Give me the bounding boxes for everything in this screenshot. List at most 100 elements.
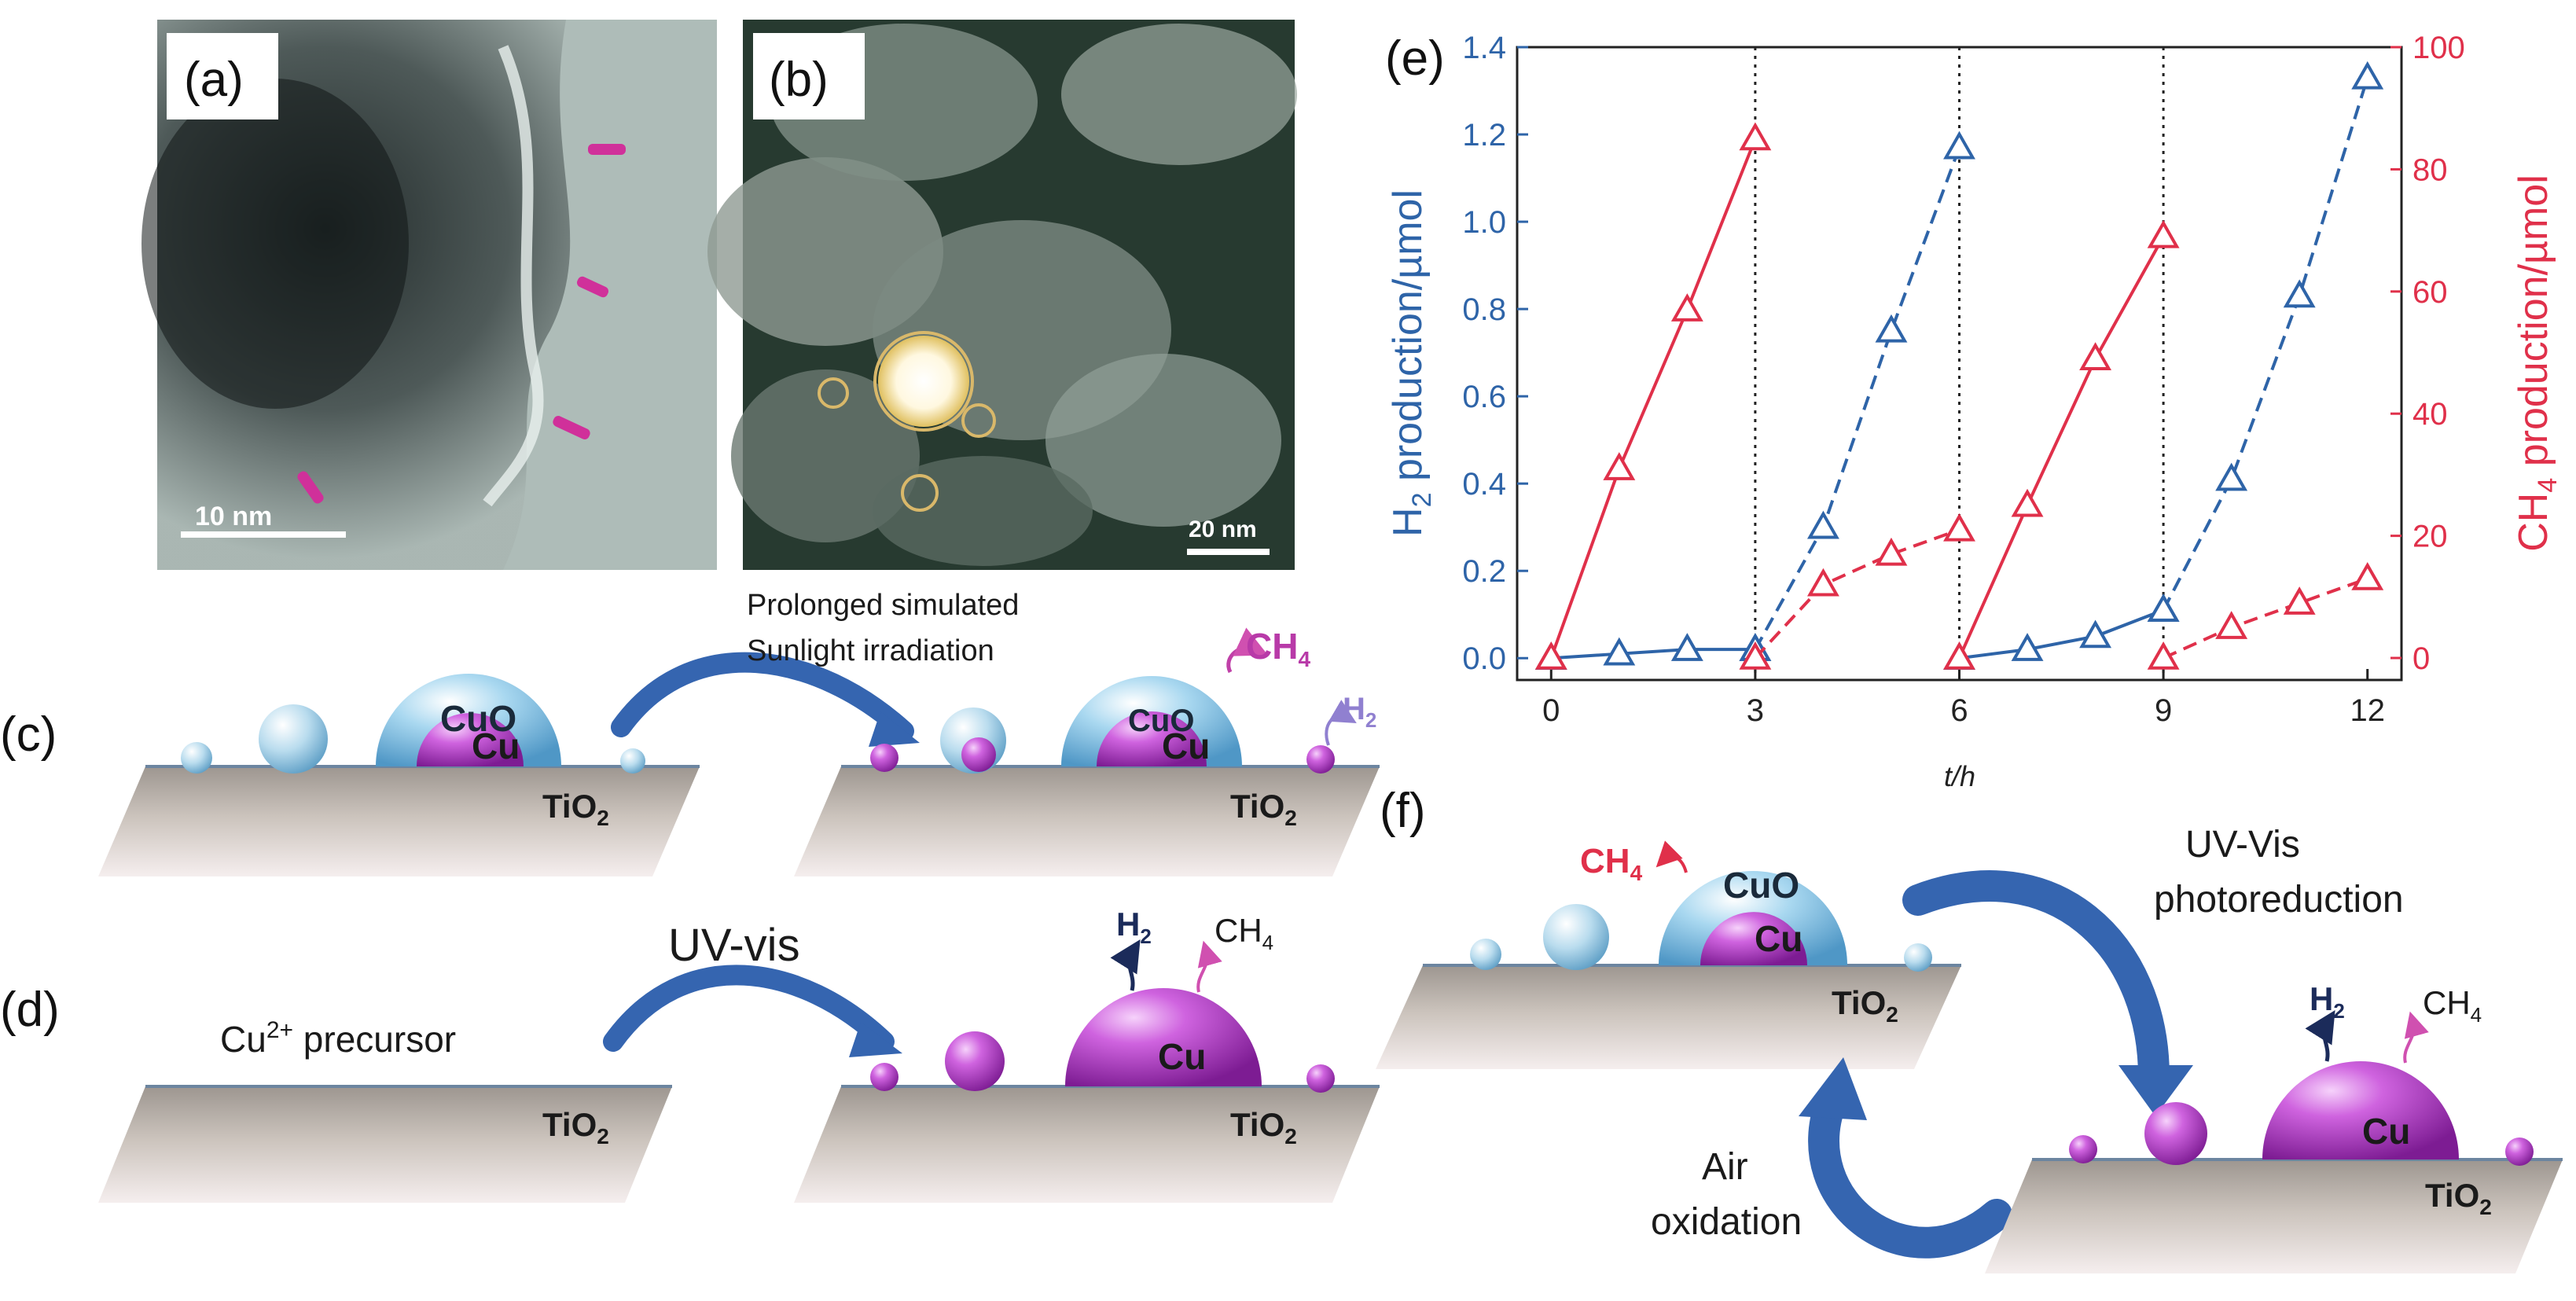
series-layer	[1534, 61, 2384, 670]
data-point-triangle	[1534, 641, 1567, 670]
x-axis-ticks: 0 3 6 9 12	[1542, 669, 2385, 728]
left-tick-label: 1.4	[1462, 31, 1506, 65]
x-tick-label: 6	[1950, 693, 1968, 728]
right-tick-label: 60	[2412, 275, 2448, 310]
cu-label-f: Cu	[1755, 918, 1802, 959]
data-point-triangle	[1943, 513, 1975, 542]
cu-cluster-markers	[297, 144, 626, 504]
tio2-label-3: TiO2	[542, 1106, 609, 1148]
x-tick-label: 0	[1542, 693, 1560, 728]
series-line	[1549, 138, 1757, 659]
x-tick-label: 9	[2155, 693, 2172, 728]
data-point-triangle	[2147, 641, 2180, 670]
tio2-label-4: TiO2	[1230, 1106, 1297, 1148]
tio2-label: TiO2	[542, 788, 609, 830]
h2-label-f: H2	[2310, 980, 2345, 1023]
precursor-label: Cu2+ precursor	[220, 1017, 456, 1060]
ch4-label-d: CH4	[1215, 912, 1273, 954]
data-point-triangle	[1670, 293, 1703, 322]
data-point-triangle	[1943, 641, 1975, 670]
data-point-triangle	[1670, 633, 1703, 661]
right-tick-label: 40	[2412, 397, 2448, 432]
ch4-label-c: CH4	[1246, 626, 1310, 671]
ch4-label-f2: CH4	[2423, 984, 2482, 1027]
y-axis-right-label: CH4 production/µmol	[2511, 175, 2563, 552]
data-point-triangle	[2215, 611, 2248, 639]
right-tick-label: 0	[2412, 641, 2430, 676]
stem-image-panel: (b) 20 nm	[707, 20, 1297, 570]
scalebar-b-label: 20 nm	[1189, 516, 1257, 542]
series-line	[1959, 608, 2164, 660]
x-axis-label: t/h	[1944, 760, 1975, 792]
cuo-label-f: CuO	[1723, 865, 1799, 906]
data-point-triangle	[2351, 61, 2384, 90]
scheme-c: (c) CuO Cu TiO2 Prolonged simulated Sunl…	[0, 589, 1380, 877]
arrow-c-text-1: Prolonged simulated	[747, 589, 1019, 622]
cu-label-2: Cu	[1162, 726, 1210, 766]
arrow-photoreduction	[1902, 870, 2170, 1093]
data-point-triangle	[1806, 510, 1839, 539]
cuo-label-2: CuO	[1128, 704, 1194, 738]
scheme-d: (d) TiO2 Cu2+ precursor UV-vis Cu TiO2 H…	[0, 906, 1380, 1203]
panel-d-label: (d)	[0, 983, 60, 1037]
x-tick-label: 3	[1747, 693, 1764, 728]
left-tick-label: 0.0	[1462, 641, 1506, 676]
data-point-triangle	[2147, 219, 2180, 248]
right-tick-label: 20	[2412, 520, 2448, 554]
right-axis-ticks: 0 20 40 60 80 100	[2390, 31, 2465, 676]
right-tick-label: 80	[2412, 153, 2448, 187]
data-point-triangle	[1875, 314, 1908, 343]
series-line	[1754, 527, 1960, 660]
panel-e-label: (e)	[1385, 31, 1445, 86]
panel-f-label: (f)	[1380, 784, 1426, 838]
tio2-label-f2: TiO2	[2425, 1177, 2492, 1219]
production-chart: (e) 0.00.20.40.60.81.01.21.4 02040608010…	[1385, 31, 2563, 792]
bright-particle	[878, 336, 969, 427]
arrow-d	[603, 965, 895, 1052]
cuo-label: CuO	[440, 698, 516, 739]
data-point-triangle	[1943, 130, 1975, 160]
arrow-d-text: UV-vis	[668, 920, 800, 971]
data-point-triangle	[2079, 619, 2112, 649]
data-point-triangle	[2283, 279, 2316, 308]
left-axis-ticks: 0.0 0.2 0.4 0.6 0.8 1.0 1.2 1.4	[1462, 31, 1528, 676]
series-line	[1957, 235, 2165, 659]
y-axis-left-label: H2 production/µmol	[1385, 189, 1437, 537]
ch4-label-f1: CH4	[1580, 842, 1643, 885]
oxidation-text-1: Air	[1702, 1146, 1748, 1188]
panel-c-label: (c)	[0, 707, 57, 762]
tio2-label-2: TiO2	[1230, 788, 1297, 830]
data-point-triangle	[1603, 637, 1636, 666]
oxidation-text-2: oxidation	[1651, 1201, 1802, 1243]
tem-image-panel: (a) 10 nm	[141, 20, 717, 570]
left-tick-label: 0.2	[1462, 554, 1506, 589]
data-point-triangle	[1875, 537, 1908, 566]
cu-label-f2: Cu	[2362, 1111, 2410, 1152]
left-tick-label: 1.2	[1462, 118, 1506, 153]
data-point-triangle	[2079, 342, 2112, 371]
arrow-air-oxidation	[1808, 1085, 2012, 1259]
cu-label: Cu	[472, 726, 520, 766]
data-point-triangle	[2011, 488, 2044, 517]
arrow-c-text-2: Sunlight irradiation	[747, 634, 994, 667]
data-point-triangle	[2351, 561, 2384, 590]
panel-b-label: (b)	[769, 53, 829, 107]
series-line	[1551, 648, 1755, 660]
photoreduction-text-1: UV-Vis	[2185, 824, 2300, 865]
panel-a-label: (a)	[184, 53, 244, 107]
right-tick-label: 100	[2412, 31, 2465, 65]
data-point-triangle	[2011, 633, 2044, 661]
single-atom-circles	[818, 331, 996, 512]
data-point-triangle	[1806, 568, 1839, 597]
data-point-triangle	[2147, 594, 2180, 622]
series-line	[2162, 77, 2369, 612]
scheme-f: (f) CuO Cu TiO2 CH4 UV-Vis photoreductio…	[1376, 784, 2563, 1273]
h2-label-c: H2	[1343, 692, 1376, 732]
arrow-c	[611, 652, 914, 741]
data-point-triangle	[1739, 122, 1772, 151]
scalebar-a-label: 10 nm	[195, 502, 272, 531]
data-point-triangle	[2283, 586, 2316, 615]
x-tick-label: 12	[2350, 693, 2385, 728]
left-tick-label: 1.0	[1462, 205, 1506, 240]
